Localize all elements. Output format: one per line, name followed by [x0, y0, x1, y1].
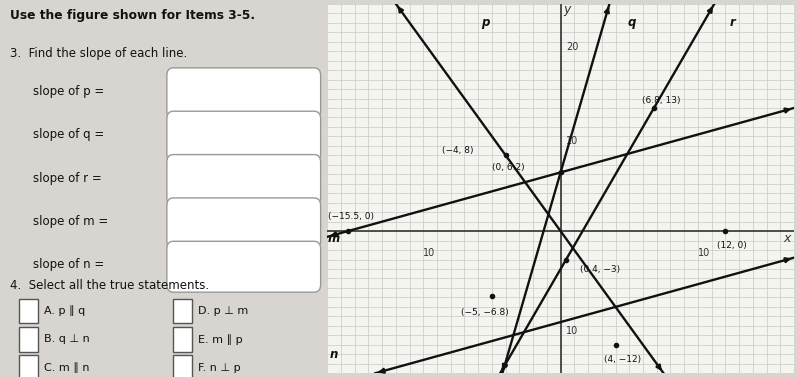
FancyBboxPatch shape: [172, 327, 192, 352]
FancyBboxPatch shape: [172, 299, 192, 323]
Text: m: m: [328, 232, 340, 245]
Text: F. n ⊥ p: F. n ⊥ p: [198, 363, 240, 372]
Text: slope of n =: slope of n =: [33, 258, 104, 271]
Text: 10: 10: [566, 326, 579, 336]
Text: x: x: [784, 233, 791, 245]
FancyBboxPatch shape: [172, 355, 192, 377]
Text: (0.4, −3): (0.4, −3): [580, 265, 621, 274]
Text: (0, 6.2): (0, 6.2): [492, 163, 525, 172]
Text: 20: 20: [566, 42, 579, 52]
Text: q: q: [628, 16, 636, 29]
Text: slope of m =: slope of m =: [33, 215, 108, 228]
FancyBboxPatch shape: [167, 198, 321, 249]
FancyBboxPatch shape: [167, 241, 321, 292]
Text: Use the figure shown for Items 3-5.: Use the figure shown for Items 3-5.: [10, 9, 255, 22]
Text: (−15.5, 0): (−15.5, 0): [327, 212, 373, 221]
Text: (4, −12): (4, −12): [604, 354, 641, 363]
FancyBboxPatch shape: [167, 155, 321, 205]
FancyBboxPatch shape: [167, 68, 321, 119]
Text: r: r: [729, 16, 735, 29]
Text: 10: 10: [698, 248, 710, 258]
Text: A. p ∥ q: A. p ∥ q: [44, 306, 85, 316]
FancyBboxPatch shape: [19, 327, 38, 352]
Text: D. p ⊥ m: D. p ⊥ m: [198, 306, 248, 316]
Text: 4.  Select all the true statements.: 4. Select all the true statements.: [10, 279, 209, 292]
Text: C. m ∥ n: C. m ∥ n: [44, 362, 89, 373]
Text: slope of r =: slope of r =: [33, 172, 101, 185]
Text: y: y: [563, 3, 571, 16]
Text: (6.8, 13): (6.8, 13): [642, 96, 680, 105]
Text: n: n: [330, 348, 338, 361]
Text: 10: 10: [566, 136, 579, 146]
Text: p: p: [481, 16, 489, 29]
FancyBboxPatch shape: [167, 111, 321, 162]
FancyBboxPatch shape: [19, 355, 38, 377]
Text: slope of q =: slope of q =: [33, 128, 104, 141]
Text: B. q ⊥ n: B. q ⊥ n: [44, 334, 90, 344]
Text: (12, 0): (12, 0): [717, 241, 747, 250]
FancyBboxPatch shape: [19, 299, 38, 323]
Text: 3.  Find the slope of each line.: 3. Find the slope of each line.: [10, 47, 187, 60]
Text: (−5, −6.8): (−5, −6.8): [461, 308, 509, 317]
Text: 10: 10: [423, 248, 436, 258]
Text: slope of p =: slope of p =: [33, 85, 104, 98]
Text: (−4, 8): (−4, 8): [442, 146, 473, 155]
Text: E. m ∥ p: E. m ∥ p: [198, 334, 243, 345]
